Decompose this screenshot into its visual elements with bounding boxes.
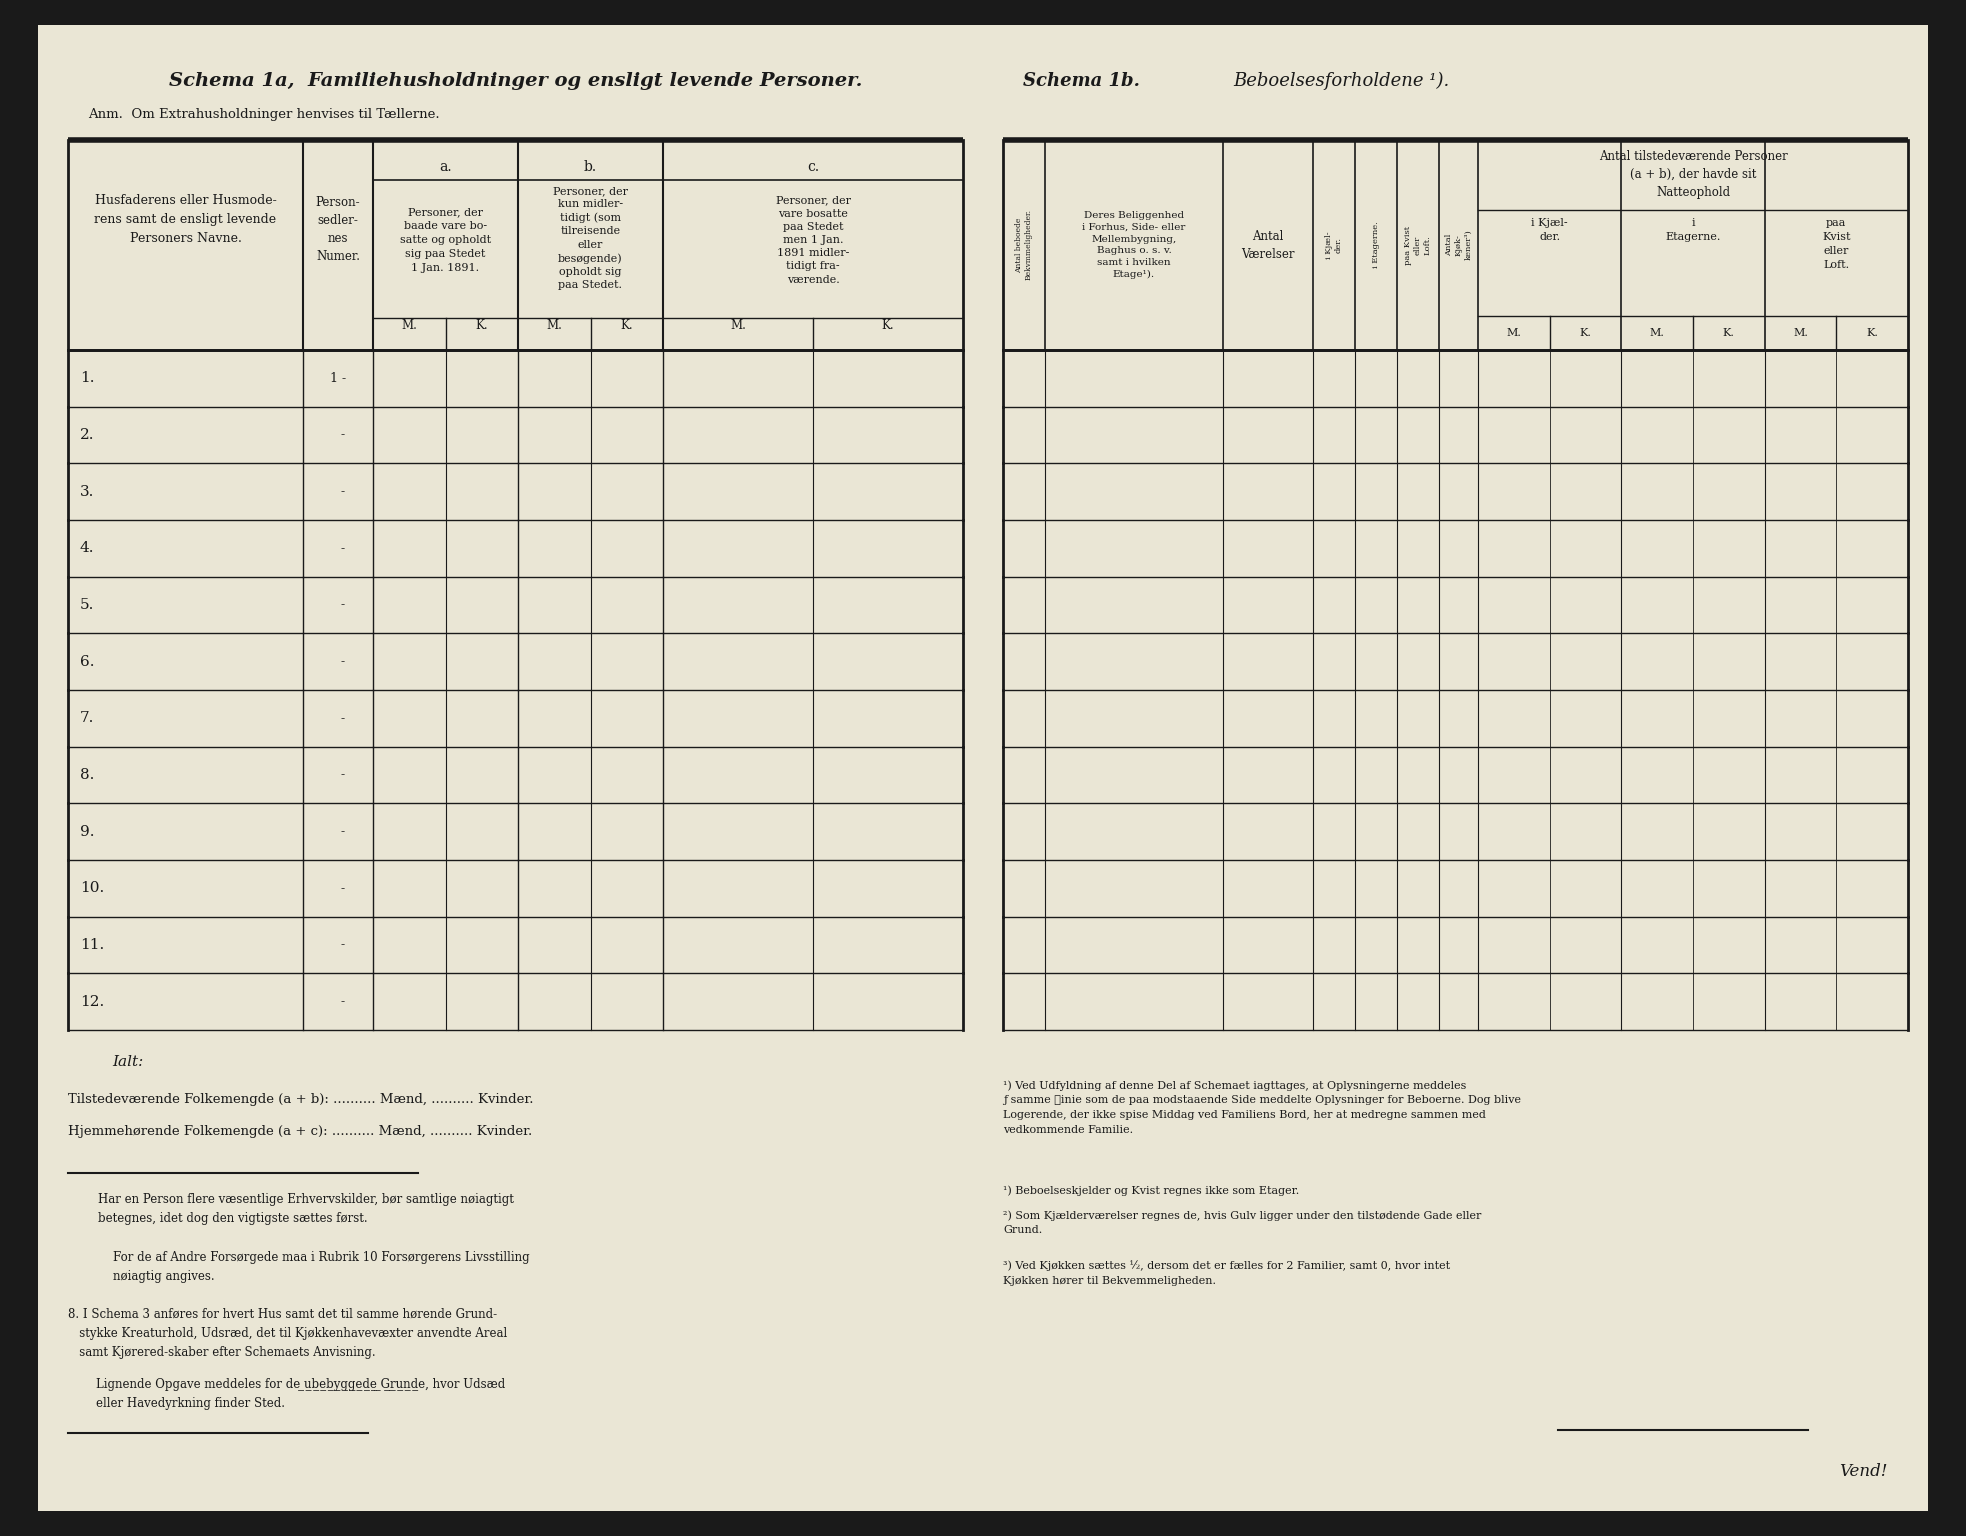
Text: ²) Som Kjælderværelser regnes de, hvis Gulv ligger under den tilstødende Gade el: ²) Som Kjælderværelser regnes de, hvis G… [1003, 1210, 1480, 1235]
Text: 5.: 5. [81, 598, 94, 611]
Text: Lignende Opgave meddeles for de ̲u̲b̲e̲b̲y̲g̲g̲e̲d̲e̲ ̲G̲r̲u̲n̲d̲e, hvor Udsæd
e: Lignende Opgave meddeles for de ̲u̲b̲e̲b… [96, 1378, 505, 1410]
Text: ³) Ved Kjøkken sættes ½, dersom det er fælles for 2 Familier, samt 0, hvor intet: ³) Ved Kjøkken sættes ½, dersom det er f… [1003, 1260, 1451, 1286]
Text: -: - [340, 825, 346, 839]
Text: M.: M. [1649, 329, 1665, 338]
Text: K.: K. [621, 319, 633, 332]
Text: -: - [340, 995, 346, 1008]
Text: Hjemmehørende Folkemengde (a + c): .......... Mænd, .......... Kvinder.: Hjemmehørende Folkemengde (a + c): .....… [69, 1124, 533, 1138]
Text: 7.: 7. [81, 711, 94, 725]
Text: i
Etagerne.: i Etagerne. [1665, 218, 1720, 243]
Text: Vend!: Vend! [1840, 1462, 1887, 1481]
Text: c.: c. [806, 160, 820, 174]
Text: Antal
Kjøk-
kener³): Antal Kjøk- kener³) [1445, 229, 1473, 261]
Text: Personer, der
kun midler-
tidigt (som
tilreisende
eller
besøgende)
opholdt sig
p: Personer, der kun midler- tidigt (som ti… [552, 186, 627, 290]
Text: -: - [340, 485, 346, 498]
Text: -: - [340, 882, 346, 895]
Text: b.: b. [584, 160, 598, 174]
Text: paa
Kvist
eller
Loft.: paa Kvist eller Loft. [1822, 218, 1850, 270]
Text: 10.: 10. [81, 882, 104, 895]
Text: Har en Person flere væsentlige Erhvervskilder, bør samtlige nøiagtigt
betegnes, : Har en Person flere væsentlige Erhvervsk… [98, 1193, 513, 1226]
Text: -: - [340, 599, 346, 611]
Text: 11.: 11. [81, 938, 104, 952]
Text: i Kjæl-
der.: i Kjæl- der. [1325, 232, 1343, 258]
Text: M.: M. [729, 319, 745, 332]
Text: -: - [340, 656, 346, 668]
Text: 1.: 1. [81, 372, 94, 386]
Text: ¹) Ved Udfyldning af denne Del af Schemaet iagttages, at Oplysningerne meddeles
: ¹) Ved Udfyldning af denne Del af Schema… [1003, 1080, 1522, 1135]
Text: 9.: 9. [81, 825, 94, 839]
Text: ¹) Beboelseskjelder og Kvist regnes ikke som Etager.: ¹) Beboelseskjelder og Kvist regnes ikke… [1003, 1184, 1300, 1195]
Text: M.: M. [1506, 329, 1522, 338]
Text: Personer, der
vare bosatte
paa Stedet
men 1 Jan.
1891 midler-
tidigt fra-
værend: Personer, der vare bosatte paa Stedet me… [775, 195, 851, 284]
Text: 4.: 4. [81, 541, 94, 556]
Text: M.: M. [401, 319, 417, 332]
Text: -: - [340, 429, 346, 441]
Text: 2.: 2. [81, 429, 94, 442]
Text: For de af Andre Forsørgede maa i Rubrik 10 Forsørgerens Livsstilling
nøiagtig an: For de af Andre Forsørgede maa i Rubrik … [112, 1250, 529, 1283]
Text: M.: M. [1793, 329, 1809, 338]
Text: Schema 1b.: Schema 1b. [1022, 72, 1140, 91]
Text: K.: K. [881, 319, 895, 332]
Text: -: - [340, 711, 346, 725]
Text: Deres Beliggenhed
i Forhus, Side- eller
Mellembygning,
Baghus o. s. v.
samt i hv: Deres Beliggenhed i Forhus, Side- eller … [1083, 210, 1185, 280]
Text: Person-
sedler-
nes
Numer.: Person- sedler- nes Numer. [317, 197, 360, 264]
Text: 12.: 12. [81, 995, 104, 1009]
Text: K.: K. [1722, 329, 1734, 338]
Text: Schema 1a,  Familiehusholdninger og ensligt levende Personer.: Schema 1a, Familiehusholdninger og ensli… [169, 72, 863, 91]
Text: K.: K. [1579, 329, 1590, 338]
Text: 8.: 8. [81, 768, 94, 782]
Text: 8. I Schema 3 anføres for hvert Hus samt det til samme hørende Grund-
   stykke : 8. I Schema 3 anføres for hvert Hus samt… [69, 1309, 507, 1359]
Text: 6.: 6. [81, 654, 94, 668]
Text: K.: K. [476, 319, 488, 332]
Text: Tilstedeværende Folkemengde (a + b): .......... Mænd, .......... Kvinder.: Tilstedeværende Folkemengde (a + b): ...… [69, 1094, 533, 1106]
Text: i Etagerne.: i Etagerne. [1372, 221, 1380, 269]
Text: Anm.  Om Extrahusholdninger henvises til Tællerne.: Anm. Om Extrahusholdninger henvises til … [88, 108, 440, 121]
Text: Beboelsesforholdene ¹).: Beboelsesforholdene ¹). [1233, 72, 1449, 91]
Text: 1 -: 1 - [330, 372, 346, 386]
Text: -: - [340, 768, 346, 782]
Text: Husfaderens eller Husmode-
rens samt de ensligt levende
Personers Navne.: Husfaderens eller Husmode- rens samt de … [94, 195, 277, 246]
Text: a.: a. [438, 160, 452, 174]
Text: Antal tilstedeværende Personer
(a + b), der havde sit
Natteophold: Antal tilstedeværende Personer (a + b), … [1598, 151, 1787, 200]
Text: -: - [340, 938, 346, 951]
Text: paa Kvist
eller
Loft.: paa Kvist eller Loft. [1404, 226, 1431, 264]
Text: M.: M. [547, 319, 562, 332]
Text: K.: K. [1866, 329, 1878, 338]
Text: -: - [340, 542, 346, 554]
Text: Ialt:: Ialt: [112, 1055, 144, 1069]
Text: i Kjæl-
der.: i Kjæl- der. [1532, 218, 1569, 243]
Text: Personer, der
baade vare bo-
satte og opholdt
sig paa Stedet
1 Jan. 1891.: Personer, der baade vare bo- satte og op… [399, 207, 492, 273]
Text: 3.: 3. [81, 485, 94, 499]
Text: Antal beboede
Bekvmmeligheder.: Antal beboede Bekvmmeligheder. [1014, 209, 1032, 281]
Text: Antal
Værelser: Antal Værelser [1241, 229, 1296, 261]
